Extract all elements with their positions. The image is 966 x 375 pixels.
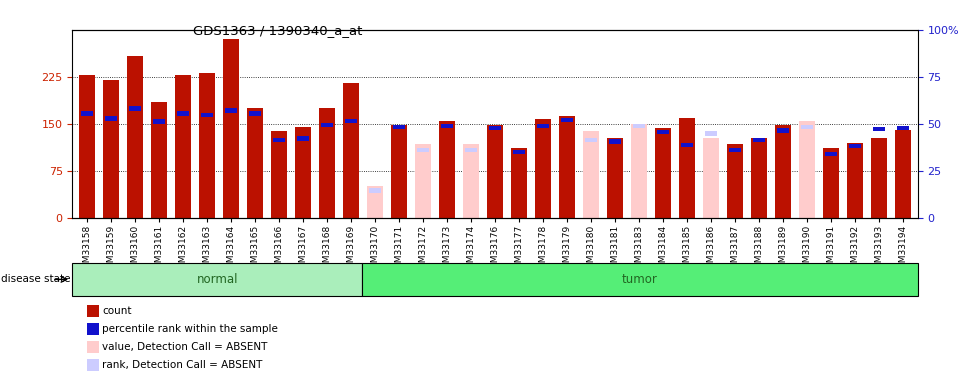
Bar [681,142,693,147]
Bar [223,39,239,218]
Bar [129,106,141,111]
Bar [153,119,165,124]
Bar [513,150,525,154]
Bar [79,75,95,217]
Bar [705,131,717,136]
Text: rank, Detection Call = ABSENT: rank, Detection Call = ABSENT [102,360,263,370]
Bar [128,56,143,217]
Bar [535,119,551,218]
Bar [752,138,767,218]
Bar [319,108,335,218]
Bar [561,117,573,122]
Bar [151,102,167,218]
Bar [679,117,695,218]
Bar [345,119,356,123]
Bar [559,116,575,218]
Text: GDS1363 / 1390340_a_at: GDS1363 / 1390340_a_at [193,24,362,38]
Bar [800,121,815,218]
Bar [298,136,309,141]
Bar [466,147,477,152]
Bar [367,186,383,218]
Bar [776,125,791,217]
Bar [608,138,623,218]
Bar [825,152,838,156]
Bar [464,144,479,218]
Bar [873,127,885,131]
Bar [778,128,789,132]
Bar [511,147,526,218]
Bar [441,124,453,128]
Bar [632,124,647,218]
Bar [201,112,213,117]
Bar [105,116,117,121]
Bar [895,130,911,218]
Bar [199,72,214,217]
Bar [225,108,237,112]
Bar [583,131,599,218]
Bar [321,123,333,127]
Text: count: count [102,306,132,316]
Bar [727,144,743,218]
Bar [103,80,119,218]
Bar [415,144,431,218]
Bar [585,138,597,142]
Text: normal: normal [197,273,238,286]
Bar [634,124,645,128]
Bar [296,127,311,218]
Bar [177,111,188,116]
Bar [897,126,909,130]
Bar [343,83,358,218]
Bar [487,125,503,217]
Bar [537,124,549,128]
Bar [703,138,719,218]
Bar [610,140,621,144]
Text: disease state: disease state [1,274,71,284]
Text: tumor: tumor [622,273,658,286]
Bar [247,108,263,218]
Text: value, Detection Call = ABSENT: value, Detection Call = ABSENT [102,342,268,352]
Bar [655,128,671,217]
Bar [273,138,285,142]
Text: percentile rank within the sample: percentile rank within the sample [102,324,278,334]
Bar [847,142,863,218]
Bar [849,144,861,148]
Bar [802,125,813,129]
Bar [369,188,381,192]
Bar [271,131,287,218]
Bar [489,126,501,130]
Bar [823,147,839,218]
Bar [729,147,741,152]
Bar [249,111,261,116]
Bar [393,125,405,129]
Bar [753,138,765,142]
Bar [391,125,407,217]
Bar [657,130,669,134]
Bar [440,121,455,218]
Bar [175,75,190,217]
Bar [871,138,887,218]
Bar [81,111,93,116]
Bar [417,147,429,152]
